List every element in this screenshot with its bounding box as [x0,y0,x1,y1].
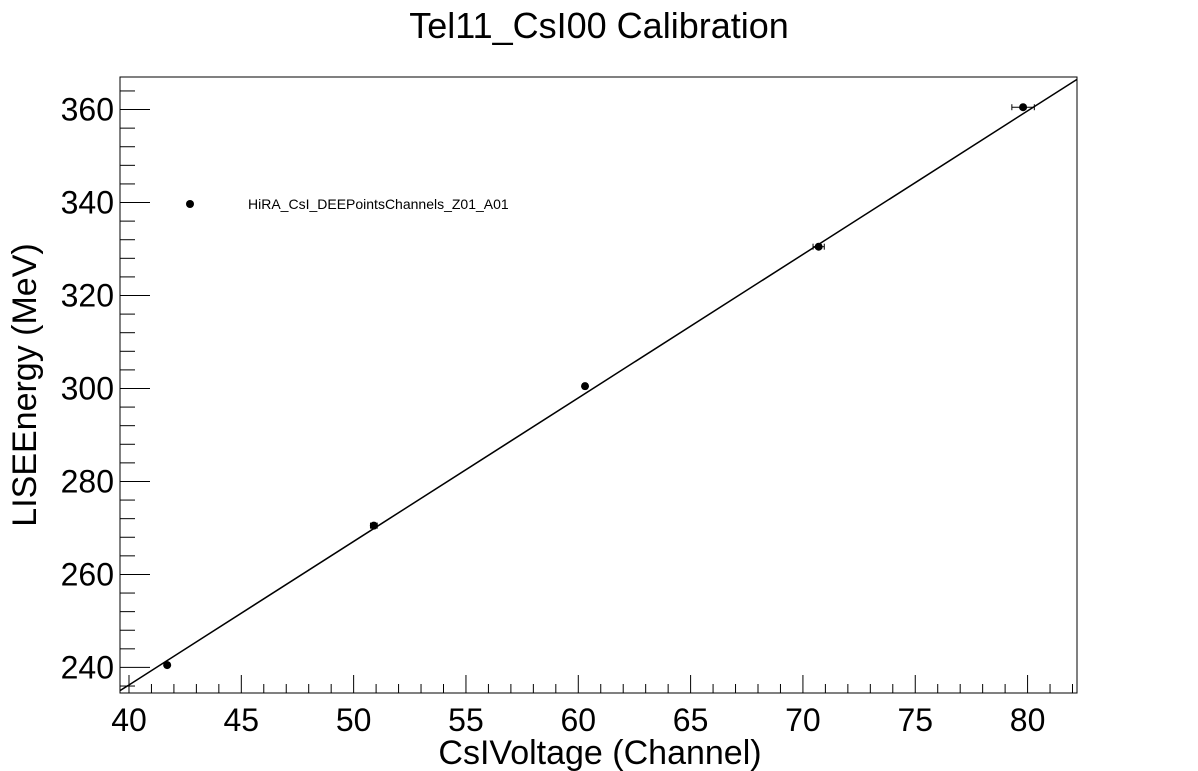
y-tick-label: 340 [61,185,114,221]
data-point [814,242,823,251]
y-axis: 240 260 280 300 320 340 360 [61,90,150,687]
legend: HiRA_CsI_DEEPointsChannels_Z01_A01 [186,196,509,212]
x-tick-label: 50 [336,702,372,738]
x-tick-label: 70 [785,702,821,738]
fit-line-group [119,78,1078,692]
x-axis: 40 45 50 55 60 65 70 75 80 [111,675,1074,738]
x-tick-label: 75 [897,702,933,738]
chart-title: Tel11_CsI00 Calibration [409,5,789,46]
y-tick-label: 320 [61,278,114,314]
legend-label: HiRA_CsI_DEEPointsChannels_Z01_A01 [248,196,509,212]
y-tick-label: 260 [61,556,114,592]
x-tick-label: 45 [224,702,260,738]
x-tick-label: 80 [1010,702,1046,738]
y-axis-label: LISEEnergy (MeV) [6,243,44,526]
x-tick-label: 40 [111,702,147,738]
x-axis-label: CsIVoltage (Channel) [438,734,761,771]
x-tick-label: 60 [560,702,596,738]
x-tick-label: 55 [448,702,484,738]
data-point [369,521,378,530]
data-point [581,382,590,391]
y-tick-label: 240 [61,649,114,685]
x-tick-label: 65 [673,702,709,738]
data-points-group [163,103,1035,670]
legend-marker [186,200,194,208]
y-tick-label: 360 [61,92,114,128]
plot-frame [119,76,1078,694]
fit-line [119,78,1078,692]
data-point [1019,103,1028,112]
y-tick-label: 300 [61,370,114,406]
y-tick-label: 280 [61,463,114,499]
data-point [163,661,172,670]
